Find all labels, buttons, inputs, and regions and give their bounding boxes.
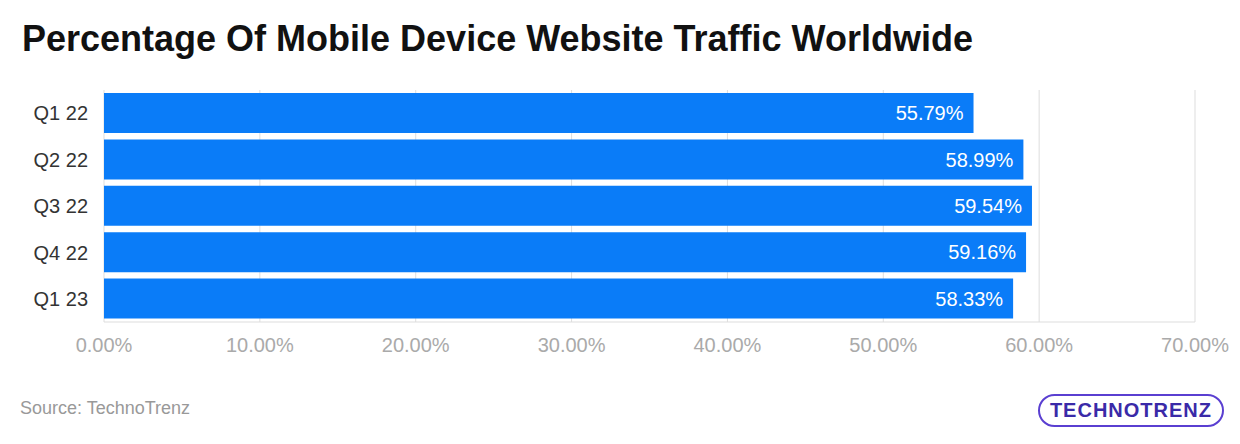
svg-text:58.33%: 58.33% (935, 288, 1003, 310)
svg-text:10.00%: 10.00% (226, 334, 294, 356)
svg-text:Q4 22: Q4 22 (34, 242, 88, 264)
svg-text:Q2 22: Q2 22 (34, 149, 88, 171)
svg-text:60.00%: 60.00% (1005, 334, 1073, 356)
svg-text:59.16%: 59.16% (948, 241, 1016, 263)
html-text:TECHNOTRENZ: TECHNOTRENZ (1049, 399, 1212, 421)
svg-text:70.00%: 70.00% (1161, 334, 1229, 356)
svg-text:Q1 23: Q1 23 (34, 288, 88, 310)
svg-text:Q1 22: Q1 22 (34, 102, 88, 124)
html-text:Source: TechnoTrenz: Source: TechnoTrenz (20, 398, 191, 418)
svg-text:58.99%: 58.99% (946, 149, 1014, 171)
svg-text:50.00%: 50.00% (849, 334, 917, 356)
svg-text:20.00%: 20.00% (382, 334, 450, 356)
html-text:Percentage Of Mobile Device We: Percentage Of Mobile Device Website Traf… (22, 18, 973, 59)
svg-text:0.00%: 0.00% (76, 334, 133, 356)
svg-text:30.00%: 30.00% (538, 334, 606, 356)
svg-text:40.00%: 40.00% (694, 334, 762, 356)
svg-text:Q3 22: Q3 22 (34, 195, 88, 217)
svg-text:55.79%: 55.79% (896, 102, 964, 124)
svg-text:59.54%: 59.54% (954, 195, 1022, 217)
